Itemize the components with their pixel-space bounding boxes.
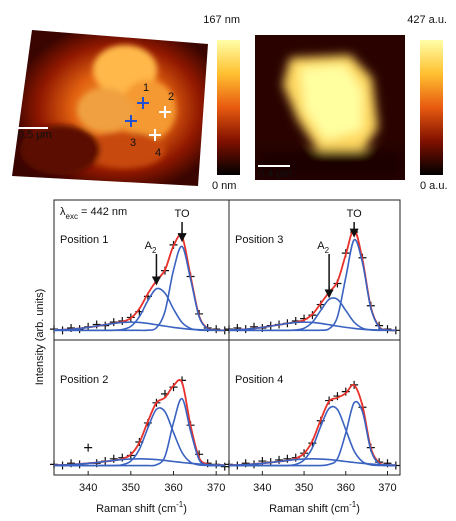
position-marker <box>137 97 149 109</box>
panel-title: Position 2 <box>60 374 108 386</box>
label-text: λ <box>60 206 66 218</box>
x-tick-label: 370 <box>378 482 396 494</box>
panel-title: Position 4 <box>235 374 283 386</box>
component-curve <box>54 245 225 332</box>
label-script: 2 <box>325 246 330 255</box>
panel-title: Position 3 <box>235 234 283 246</box>
panel-frame <box>228 339 401 476</box>
label-text: TO <box>347 208 363 220</box>
peak-label: TO <box>347 208 363 220</box>
label-script: 2 <box>152 246 157 255</box>
data-point <box>109 454 118 463</box>
panel-frame <box>53 199 230 341</box>
component-curve <box>229 405 396 467</box>
label-text: = 442 nm <box>78 206 127 218</box>
position-marker <box>149 129 161 141</box>
data-point <box>275 455 284 464</box>
colorbar-min-label: 0 a.u. <box>420 180 448 192</box>
x-tick-label: 360 <box>337 482 355 494</box>
position-label: 3 <box>130 137 136 149</box>
position-marker <box>125 115 137 127</box>
label-script: -1 <box>176 500 184 509</box>
label-script: exc <box>66 212 78 221</box>
label-script: -1 <box>349 500 357 509</box>
fit-curve <box>228 383 396 467</box>
y-axis-label: Intensity (arb. units) <box>34 289 46 386</box>
x-axis-label: Raman shift (cm-1) <box>96 500 187 515</box>
raman-map <box>255 35 405 180</box>
position-label: 1 <box>143 82 149 94</box>
x-tick-label: 340 <box>253 482 271 494</box>
data-point <box>250 322 259 331</box>
x-tick-label: 340 <box>79 482 97 494</box>
x-tick-label: 370 <box>207 482 225 494</box>
label-text: Raman shift (cm <box>96 503 176 515</box>
position-label: 2 <box>168 91 174 103</box>
colorbar <box>217 40 240 175</box>
colorbar-max-label: 427 a.u. <box>407 14 447 26</box>
label-text: Raman shift (cm <box>269 503 349 515</box>
position-label: 4 <box>155 147 161 159</box>
data-point <box>220 462 229 471</box>
excitation-label: λexc = 442 nm <box>60 206 127 221</box>
label-text: ) <box>356 503 360 515</box>
peak-label: A2 <box>145 240 157 255</box>
label-text: A <box>145 240 153 252</box>
x-tick-label: 360 <box>164 482 182 494</box>
label-text: A <box>317 240 325 252</box>
x-tick-label: 350 <box>295 482 313 494</box>
component-curve <box>229 400 396 467</box>
label-text: ) <box>183 503 187 515</box>
colorbar <box>420 40 443 175</box>
data-point <box>84 443 93 452</box>
data-point <box>283 454 292 463</box>
colorbar-max-label: 167 nm <box>203 14 240 26</box>
data-point <box>92 320 101 329</box>
x-tick-label: 350 <box>122 482 140 494</box>
peak-label: A2 <box>317 240 329 255</box>
scale-bar-label: 0.5 μm <box>18 129 52 141</box>
afm-image <box>12 30 208 186</box>
scale-bar-label: 0.4 μm <box>258 168 292 180</box>
colorbar-min-label: 0 nm <box>212 180 236 192</box>
x-axis-label: Raman shift (cm-1) <box>269 500 360 515</box>
component-curve <box>229 238 396 332</box>
position-marker <box>159 106 171 118</box>
label-text: TO <box>175 208 191 220</box>
peak-label: TO <box>175 208 191 220</box>
component-curve <box>54 397 225 467</box>
panel-title: Position 1 <box>60 234 108 246</box>
